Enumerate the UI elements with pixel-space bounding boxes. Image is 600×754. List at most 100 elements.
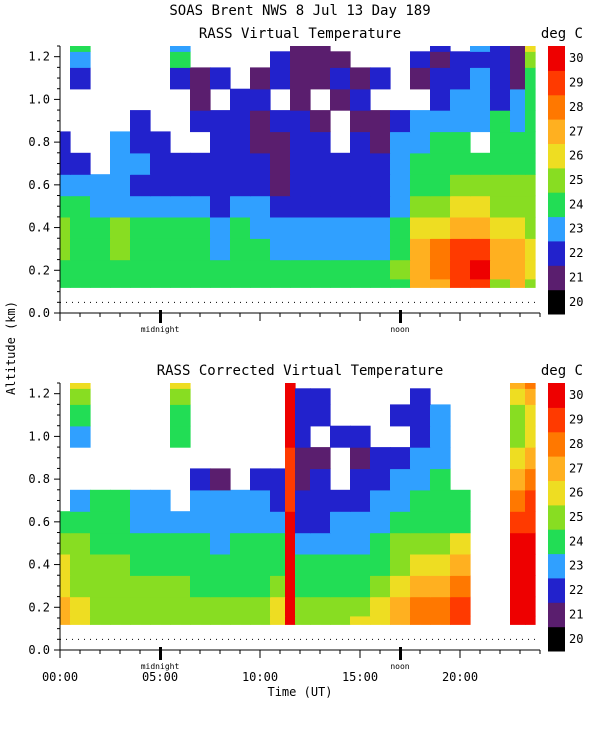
colorbar-label: 22 bbox=[569, 246, 583, 260]
data-cell bbox=[150, 553, 171, 576]
y-tick-label: 1.2 bbox=[28, 387, 50, 401]
data-cell bbox=[430, 195, 451, 218]
data-cell bbox=[510, 51, 526, 68]
data-cell bbox=[285, 425, 296, 448]
data-cell bbox=[110, 615, 131, 625]
data-cell bbox=[310, 575, 331, 598]
data-cell bbox=[295, 553, 311, 576]
data-cell bbox=[525, 195, 536, 218]
data-cell bbox=[170, 238, 191, 261]
data-cell bbox=[70, 615, 91, 625]
data-cell bbox=[250, 489, 271, 512]
y-tick-label: 0.6 bbox=[28, 178, 50, 192]
data-cell bbox=[60, 238, 71, 261]
data-cell bbox=[210, 532, 231, 555]
data-cell bbox=[350, 596, 371, 617]
data-cell bbox=[60, 575, 71, 598]
data-cell bbox=[90, 596, 111, 617]
data-cell bbox=[450, 67, 471, 90]
data-cell bbox=[250, 238, 271, 261]
data-cells bbox=[60, 46, 536, 288]
data-cell bbox=[490, 278, 511, 288]
colorbar-swatch bbox=[548, 167, 565, 193]
data-cell bbox=[210, 278, 231, 288]
marker-label: midnight bbox=[141, 662, 180, 671]
data-cell bbox=[170, 383, 191, 389]
data-cell bbox=[490, 259, 511, 280]
data-cell bbox=[310, 511, 331, 534]
data-cell bbox=[410, 447, 431, 470]
data-cell bbox=[525, 238, 536, 261]
data-cell bbox=[310, 67, 331, 90]
data-cell bbox=[370, 152, 391, 175]
colorbar-swatch bbox=[548, 143, 565, 169]
data-cell bbox=[295, 489, 311, 512]
data-cell bbox=[390, 216, 411, 239]
data-cell bbox=[350, 278, 371, 288]
data-cell bbox=[150, 131, 171, 154]
data-cell bbox=[295, 447, 311, 470]
data-cell bbox=[270, 174, 291, 197]
data-cell bbox=[290, 259, 311, 280]
data-cell bbox=[330, 238, 351, 261]
data-cell bbox=[230, 131, 251, 154]
data-cell bbox=[110, 489, 131, 512]
data-cell bbox=[525, 447, 536, 470]
y-tick-label: 1.0 bbox=[28, 429, 50, 443]
data-cell bbox=[70, 278, 91, 288]
data-cell bbox=[430, 404, 451, 427]
data-cell bbox=[170, 388, 191, 405]
data-cell bbox=[130, 532, 151, 555]
data-cell bbox=[60, 596, 71, 617]
y-tick-label: 0.8 bbox=[28, 472, 50, 486]
data-cell bbox=[350, 615, 371, 625]
data-cell bbox=[270, 278, 291, 288]
data-cell bbox=[510, 131, 526, 154]
data-cell bbox=[510, 511, 526, 534]
data-cell bbox=[170, 195, 191, 218]
data-cell bbox=[490, 152, 511, 175]
data-cell bbox=[370, 489, 391, 512]
data-cell bbox=[450, 489, 471, 512]
data-cell bbox=[90, 575, 111, 598]
data-cell bbox=[410, 425, 431, 448]
data-cell bbox=[330, 278, 351, 288]
data-cell bbox=[430, 575, 451, 598]
data-cell bbox=[170, 404, 191, 427]
data-cell bbox=[170, 425, 191, 448]
data-cell bbox=[70, 259, 91, 280]
data-cell bbox=[370, 195, 391, 218]
x-tick-label: 20:00 bbox=[442, 670, 478, 684]
data-cell bbox=[490, 216, 511, 239]
data-cell bbox=[330, 51, 351, 68]
data-cell bbox=[285, 511, 296, 534]
data-cell bbox=[410, 259, 431, 280]
data-cell bbox=[390, 131, 411, 154]
data-cell bbox=[230, 216, 251, 239]
data-cell bbox=[230, 195, 251, 218]
colorbar-swatch bbox=[548, 383, 565, 408]
data-cell bbox=[210, 468, 231, 491]
data-cell bbox=[70, 532, 91, 555]
data-cell bbox=[470, 88, 491, 111]
data-cell bbox=[70, 489, 91, 512]
data-cell bbox=[510, 468, 526, 491]
data-cell bbox=[450, 51, 471, 68]
data-cell bbox=[310, 447, 331, 470]
data-cell bbox=[330, 88, 351, 111]
data-cell bbox=[350, 195, 371, 218]
data-cell bbox=[430, 468, 451, 491]
marker-label: midnight bbox=[141, 325, 180, 334]
data-cell bbox=[490, 131, 511, 154]
data-cell bbox=[150, 596, 171, 617]
data-cell bbox=[295, 615, 311, 625]
data-cell bbox=[110, 131, 131, 154]
data-cell bbox=[130, 511, 151, 534]
data-cell bbox=[70, 425, 91, 448]
data-cell bbox=[90, 238, 111, 261]
data-cell bbox=[510, 152, 526, 175]
data-cell bbox=[290, 174, 311, 197]
data-cell bbox=[450, 553, 471, 576]
data-cell bbox=[510, 67, 526, 90]
data-cell bbox=[250, 575, 271, 598]
